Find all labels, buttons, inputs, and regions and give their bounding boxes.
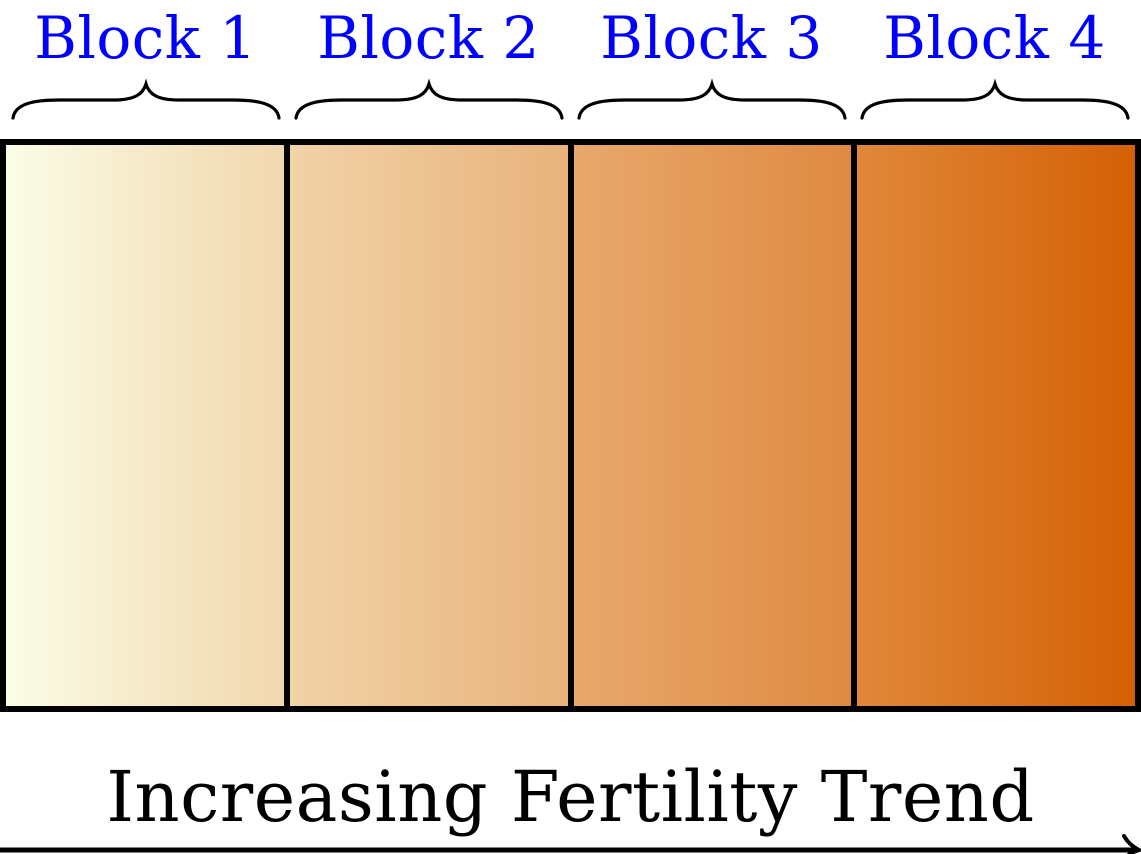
arrow-right-icon <box>0 834 1141 854</box>
block-4-brace <box>860 78 1130 120</box>
block-2 <box>283 145 568 706</box>
block-4 <box>851 145 1135 706</box>
trend-label: Increasing Fertility Trend <box>106 756 1035 838</box>
block-1-brace <box>11 78 281 120</box>
block-2-label: Block 2 <box>317 4 540 72</box>
block-2-brace <box>294 78 564 120</box>
block-1-label: Block 1 <box>34 4 257 72</box>
block-3-brace <box>577 78 847 120</box>
block-3-label: Block 3 <box>600 4 823 72</box>
field-diagram <box>0 139 1141 712</box>
block-1 <box>6 145 284 706</box>
block-3 <box>567 145 852 706</box>
block-4-label: Block 4 <box>883 4 1106 72</box>
